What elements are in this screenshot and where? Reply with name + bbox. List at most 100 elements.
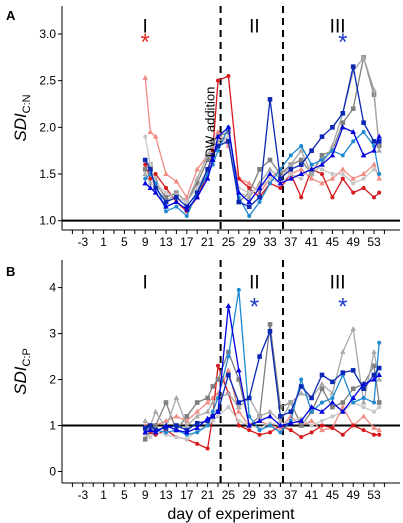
data-point <box>308 166 315 172</box>
y-tick-label: 4 <box>49 281 56 295</box>
x-tick-label: 17 <box>180 488 194 502</box>
data-point <box>330 125 335 130</box>
data-point <box>376 427 382 433</box>
data-point <box>376 175 382 181</box>
data-point <box>299 176 304 181</box>
data-point <box>319 386 325 392</box>
data-point <box>319 381 325 387</box>
data-point <box>309 148 314 153</box>
data-point <box>351 423 356 428</box>
data-point <box>153 423 158 428</box>
data-point <box>371 348 377 354</box>
data-point <box>329 399 336 405</box>
data-point <box>184 422 190 428</box>
x-tick-label: 53 <box>367 488 381 502</box>
data-point <box>142 171 148 176</box>
x-tick-label: 9 <box>142 488 149 502</box>
data-point <box>247 428 252 433</box>
y-tick-label: 2.5 <box>39 74 56 88</box>
data-point <box>216 363 220 368</box>
data-point <box>148 435 153 440</box>
y-tick-label: 2.0 <box>39 120 56 134</box>
data-point <box>142 180 148 186</box>
data-point <box>340 348 346 354</box>
data-point <box>330 379 335 385</box>
data-point <box>350 394 356 400</box>
x-tick-label: 5 <box>121 488 128 502</box>
data-point <box>350 386 356 392</box>
x-tick-label: 21 <box>201 488 215 502</box>
data-point <box>320 423 324 428</box>
data-point <box>205 157 210 163</box>
data-point <box>194 190 200 195</box>
x-tick-label: 41 <box>305 235 319 249</box>
series-4 <box>142 325 382 430</box>
data-point <box>216 78 220 83</box>
data-point <box>184 214 189 218</box>
data-point <box>194 408 200 414</box>
data-point <box>298 417 304 423</box>
data-point <box>299 195 304 200</box>
data-point <box>173 199 180 204</box>
data-point <box>210 143 216 148</box>
series-8 <box>142 302 382 435</box>
data-point <box>226 405 231 410</box>
data-point <box>257 354 262 359</box>
data-point <box>319 180 325 186</box>
y-tick-label: 3 <box>49 327 56 341</box>
data-point <box>320 158 324 162</box>
data-point <box>360 54 367 60</box>
data-point <box>142 167 148 172</box>
data-point <box>376 376 382 382</box>
data-point <box>340 370 346 375</box>
data-point <box>376 147 382 153</box>
data-point <box>184 206 190 212</box>
y-tick-label: 0 <box>49 465 56 479</box>
x-tick-label: 37 <box>284 235 298 249</box>
data-point <box>340 400 346 405</box>
data-point <box>330 414 335 419</box>
data-point <box>215 129 221 134</box>
data-point <box>257 167 262 172</box>
data-point <box>278 430 283 435</box>
data-point <box>351 400 356 405</box>
data-point <box>147 185 154 190</box>
data-point <box>194 181 200 186</box>
data-point <box>376 365 382 371</box>
phase-label: III <box>330 273 346 294</box>
data-point <box>372 195 376 200</box>
data-point <box>351 139 356 144</box>
data-point <box>210 399 216 405</box>
data-point <box>330 195 335 200</box>
x-tick-label: 21 <box>201 235 215 249</box>
series-line <box>144 328 380 429</box>
data-point <box>360 171 367 176</box>
data-point <box>210 418 215 423</box>
x-tick-label: 29 <box>243 488 257 502</box>
data-point <box>216 414 220 419</box>
data-point <box>361 395 366 400</box>
data-point <box>288 399 294 405</box>
data-point <box>163 400 169 405</box>
data-point <box>340 111 346 116</box>
x-tick-label: 17 <box>180 235 194 249</box>
data-point <box>319 372 325 378</box>
data-point <box>298 171 304 176</box>
data-point <box>246 204 252 209</box>
x-tick-label: 29 <box>243 235 257 249</box>
x-tick-label: 33 <box>263 488 277 502</box>
data-point <box>194 413 200 419</box>
data-point <box>278 414 283 419</box>
data-point <box>226 349 231 355</box>
panel-letter: A <box>6 8 16 23</box>
data-point <box>210 409 215 414</box>
data-point <box>361 176 366 181</box>
data-point <box>148 423 153 428</box>
data-point <box>299 144 304 148</box>
data-point <box>256 413 263 419</box>
data-point <box>340 166 346 172</box>
data-point <box>308 404 315 410</box>
data-point <box>267 171 273 176</box>
data-point <box>246 180 252 186</box>
